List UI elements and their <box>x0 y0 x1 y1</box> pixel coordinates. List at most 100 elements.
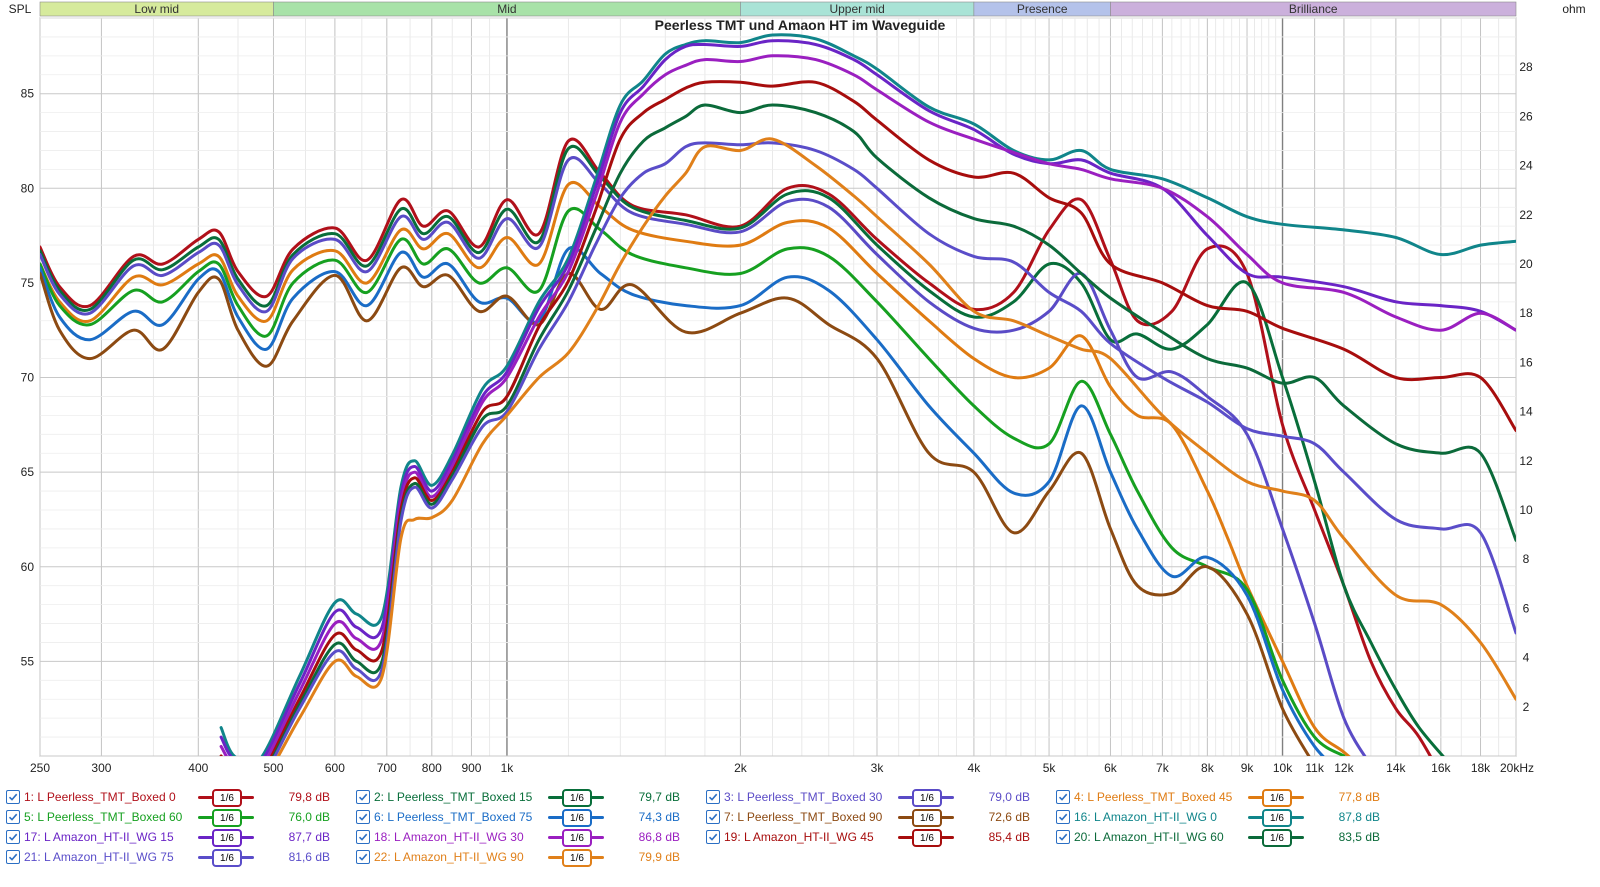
legend-value: 72,6 dB <box>988 810 1030 824</box>
legend-label: 1: L Peerless_TMT_Boxed 0 <box>24 790 176 804</box>
legend-value: 83,5 dB <box>1338 830 1380 844</box>
checkbox-icon[interactable] <box>6 850 20 864</box>
x-tick-400: 400 <box>188 761 208 775</box>
legend-item[interactable]: 20: L Amazon_HT-II_WG 60 1/6 83,5 dB <box>1056 827 1380 847</box>
legend-label: 22: L Amazon_HT-II_WG 90 <box>374 850 524 864</box>
checkbox-icon[interactable] <box>356 850 370 864</box>
legend-item[interactable]: 17: L Amazon_HT-II_WG 15 1/6 87,7 dB <box>6 827 330 847</box>
frequency-bands: Low mid Mid Upper mid Presence Brilliance <box>39 1 1517 17</box>
y-tick-70: 70 <box>21 371 35 385</box>
x-tick-11k: 11k <box>1305 761 1324 775</box>
checkbox-icon[interactable] <box>1056 790 1070 804</box>
right-y-tick-24: 24 <box>1519 159 1533 173</box>
legend-item[interactable]: 22: L Amazon_HT-II_WG 90 1/6 79,9 dB <box>356 847 680 867</box>
right-y-tick-4: 4 <box>1523 651 1530 665</box>
x-tick-800: 800 <box>422 761 442 775</box>
x-tick-1k: 1k <box>501 761 515 775</box>
curve-s6[interactable] <box>40 245 1344 775</box>
right-y-tick-20: 20 <box>1519 257 1533 271</box>
right-y-tick-6: 6 <box>1523 601 1530 615</box>
x-tick-6k: 6k <box>1104 761 1118 775</box>
curve-s1[interactable] <box>40 137 1451 790</box>
legend-value: 76,0 dB <box>288 810 330 824</box>
legend-label: 20: L Amazon_HT-II_WG 60 <box>1074 830 1224 844</box>
x-tick-4k: 4k <box>968 761 982 775</box>
legend-item[interactable]: 19: L Amazon_HT-II_WG 45 1/6 85,4 dB <box>706 827 1030 847</box>
checkbox-icon[interactable] <box>1056 830 1070 844</box>
checkbox-icon[interactable] <box>356 810 370 824</box>
legend-label: 7: L Peerless_TMT_Boxed 90 <box>724 810 883 824</box>
legend-value: 79,0 dB <box>988 790 1030 804</box>
smoothing-badge[interactable]: 1/6 <box>198 849 254 867</box>
chart-title: Peerless TMT und Amaon HT im Waveguide <box>655 17 946 33</box>
legend-item[interactable]: 2: L Peerless_TMT_Boxed 15 1/6 79,7 dB <box>356 787 680 807</box>
legend: 1: L Peerless_TMT_Boxed 0 1/6 79,8 dB 2: L … <box>0 787 1600 887</box>
y-tick-85: 85 <box>21 87 35 101</box>
legend-item[interactable]: 3: L Peerless_TMT_Boxed 30 1/6 79,0 dB <box>706 787 1030 807</box>
checkbox-icon[interactable] <box>706 790 720 804</box>
x-tick-18k: 18k <box>1471 761 1491 775</box>
smoothing-badge[interactable]: 1/6 <box>198 829 254 847</box>
legend-item[interactable]: 21: L Amazon_HT-II_WG 75 1/6 81,6 dB <box>6 847 330 867</box>
legend-item[interactable]: 4: L Peerless_TMT_Boxed 45 1/6 77,8 dB <box>1056 787 1380 807</box>
legend-item[interactable]: 1: L Peerless_TMT_Boxed 0 1/6 79,8 dB <box>6 787 330 807</box>
smoothing-badge[interactable]: 1/6 <box>198 789 254 807</box>
checkbox-icon[interactable] <box>706 810 720 824</box>
right-y-tick-26: 26 <box>1519 109 1533 123</box>
checkbox-icon[interactable] <box>356 790 370 804</box>
legend-value: 79,8 dB <box>288 790 330 804</box>
checkbox-icon[interactable] <box>6 830 20 844</box>
curve-s22[interactable] <box>221 137 1516 789</box>
curve-s7[interactable] <box>40 265 1315 766</box>
legend-value: 77,8 dB <box>1338 790 1380 804</box>
right-y-axis-label: ohm <box>1562 2 1585 16</box>
smoothing-badge[interactable]: 1/6 <box>548 809 604 827</box>
curve-s4[interactable] <box>40 180 1371 775</box>
x-tick-5k: 5k <box>1043 761 1057 775</box>
x-tick-250: 250 <box>30 761 50 775</box>
legend-label: 2: L Peerless_TMT_Boxed 15 <box>374 790 533 804</box>
legend-item[interactable]: 18: L Amazon_HT-II_WG 30 1/6 86,8 dB <box>356 827 680 847</box>
smoothing-badge[interactable]: 1/6 <box>548 829 604 847</box>
checkbox-icon[interactable] <box>1056 810 1070 824</box>
smoothing-badge[interactable]: 1/6 <box>548 849 604 867</box>
x-tick-600: 600 <box>325 761 345 775</box>
checkbox-icon[interactable] <box>6 790 20 804</box>
grid-lines <box>39 17 1517 757</box>
band-label-0: Low mid <box>134 2 179 16</box>
band-label-4: Brilliance <box>1289 2 1338 16</box>
checkbox-icon[interactable] <box>706 830 720 844</box>
legend-item[interactable]: 16: L Amazon_HT-II_WG 0 1/6 87,8 dB <box>1056 807 1380 827</box>
curve-s2[interactable] <box>40 144 1451 765</box>
curves <box>40 33 1516 790</box>
y-tick-65: 65 <box>21 465 35 479</box>
legend-value: 85,4 dB <box>988 830 1030 844</box>
legend-item[interactable]: 7: L Peerless_TMT_Boxed 90 1/6 72,6 dB <box>706 807 1030 827</box>
legend-label: 3: L Peerless_TMT_Boxed 30 <box>724 790 883 804</box>
right-y-tick-10: 10 <box>1519 503 1533 517</box>
x-tick-9k: 9k <box>1241 761 1255 775</box>
right-y-tick-2: 2 <box>1523 700 1530 714</box>
smoothing-badge[interactable]: 1/6 <box>1248 809 1304 827</box>
checkbox-icon[interactable] <box>356 830 370 844</box>
legend-value: 86,8 dB <box>638 830 680 844</box>
smoothing-badge[interactable]: 1/6 <box>898 829 954 847</box>
smoothing-badge[interactable]: 1/6 <box>548 789 604 807</box>
legend-label: 5: L Peerless_TMT_Boxed 60 <box>24 810 183 824</box>
x-tick-500: 500 <box>263 761 283 775</box>
curve-s5[interactable] <box>40 207 1346 756</box>
legend-item[interactable]: 6: L Peerless_TMT_Boxed 75 1/6 74,3 dB <box>356 807 680 827</box>
legend-label: 16: L Amazon_HT-II_WG 0 <box>1074 810 1217 824</box>
smoothing-badge[interactable]: 1/6 <box>898 809 954 827</box>
legend-item[interactable]: 5: L Peerless_TMT_Boxed 60 1/6 76,0 dB <box>6 807 330 827</box>
curve-s3[interactable] <box>40 156 1371 765</box>
plot-area[interactable] <box>39 17 1517 757</box>
x-tick-14k: 14k <box>1386 761 1406 775</box>
smoothing-badge[interactable]: 1/6 <box>1248 829 1304 847</box>
smoothing-badge[interactable]: 1/6 <box>1248 789 1304 807</box>
smoothing-badge[interactable]: 1/6 <box>898 789 954 807</box>
legend-label: 4: L Peerless_TMT_Boxed 45 <box>1074 790 1233 804</box>
checkbox-icon[interactable] <box>6 810 20 824</box>
smoothing-badge[interactable]: 1/6 <box>198 809 254 827</box>
legend-label: 19: L Amazon_HT-II_WG 45 <box>724 830 874 844</box>
